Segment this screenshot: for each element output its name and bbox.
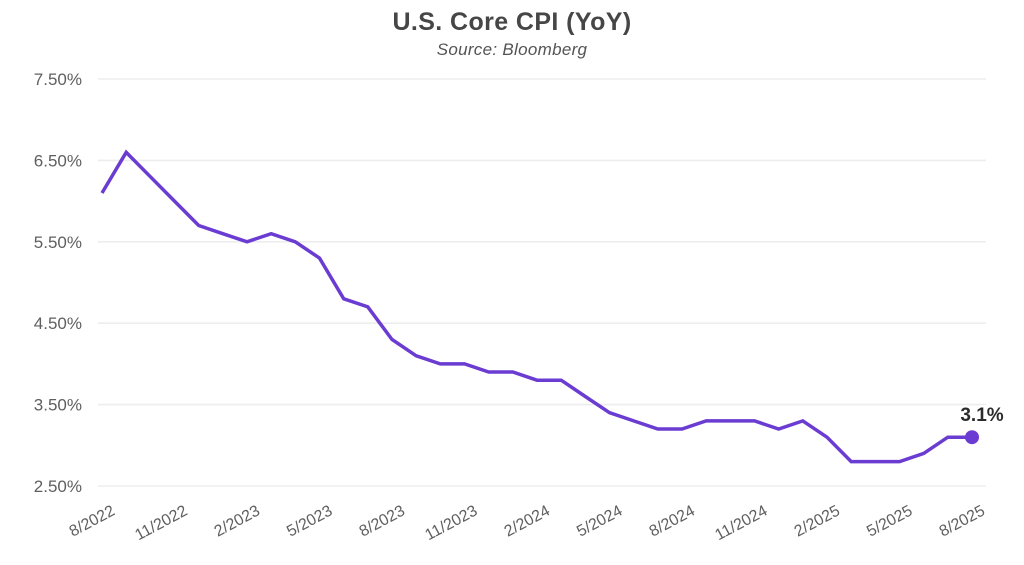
last-point-marker — [965, 430, 979, 445]
y-axis-tick-label: 3.50% — [34, 396, 82, 415]
y-axis-tick-label: 7.50% — [34, 70, 82, 89]
cpi-series-line — [100, 149, 972, 464]
x-axis-tick-label: 5/2024 — [574, 502, 625, 540]
x-axis-tick-label: 2/2024 — [502, 502, 553, 540]
x-axis-tick-label: 8/2022 — [67, 502, 118, 540]
y-axis-tick-label: 4.50% — [34, 314, 82, 333]
x-axis-tick-label: 5/2025 — [864, 502, 915, 540]
x-axis-tick-label: 5/2023 — [284, 502, 335, 540]
y-axis-tick-label: 5.50% — [34, 233, 82, 252]
x-axis-tick-label: 2/2025 — [792, 502, 843, 540]
x-axis-tick-label: 11/2022 — [132, 502, 190, 544]
x-axis-tick-label: 8/2023 — [357, 502, 408, 540]
x-axis-tick-label: 8/2025 — [937, 502, 988, 540]
y-axis-tick-label: 6.50% — [34, 151, 82, 170]
last-value-label: 3.1% — [960, 405, 1003, 426]
x-axis-tick-label: 8/2024 — [647, 502, 698, 540]
y-axis-tick-label: 2.50% — [34, 477, 82, 496]
x-axis-tick-label: 11/2023 — [422, 502, 480, 544]
x-axis-tick-label: 2/2023 — [212, 502, 263, 540]
x-axis-tick-label: 11/2024 — [712, 502, 770, 544]
